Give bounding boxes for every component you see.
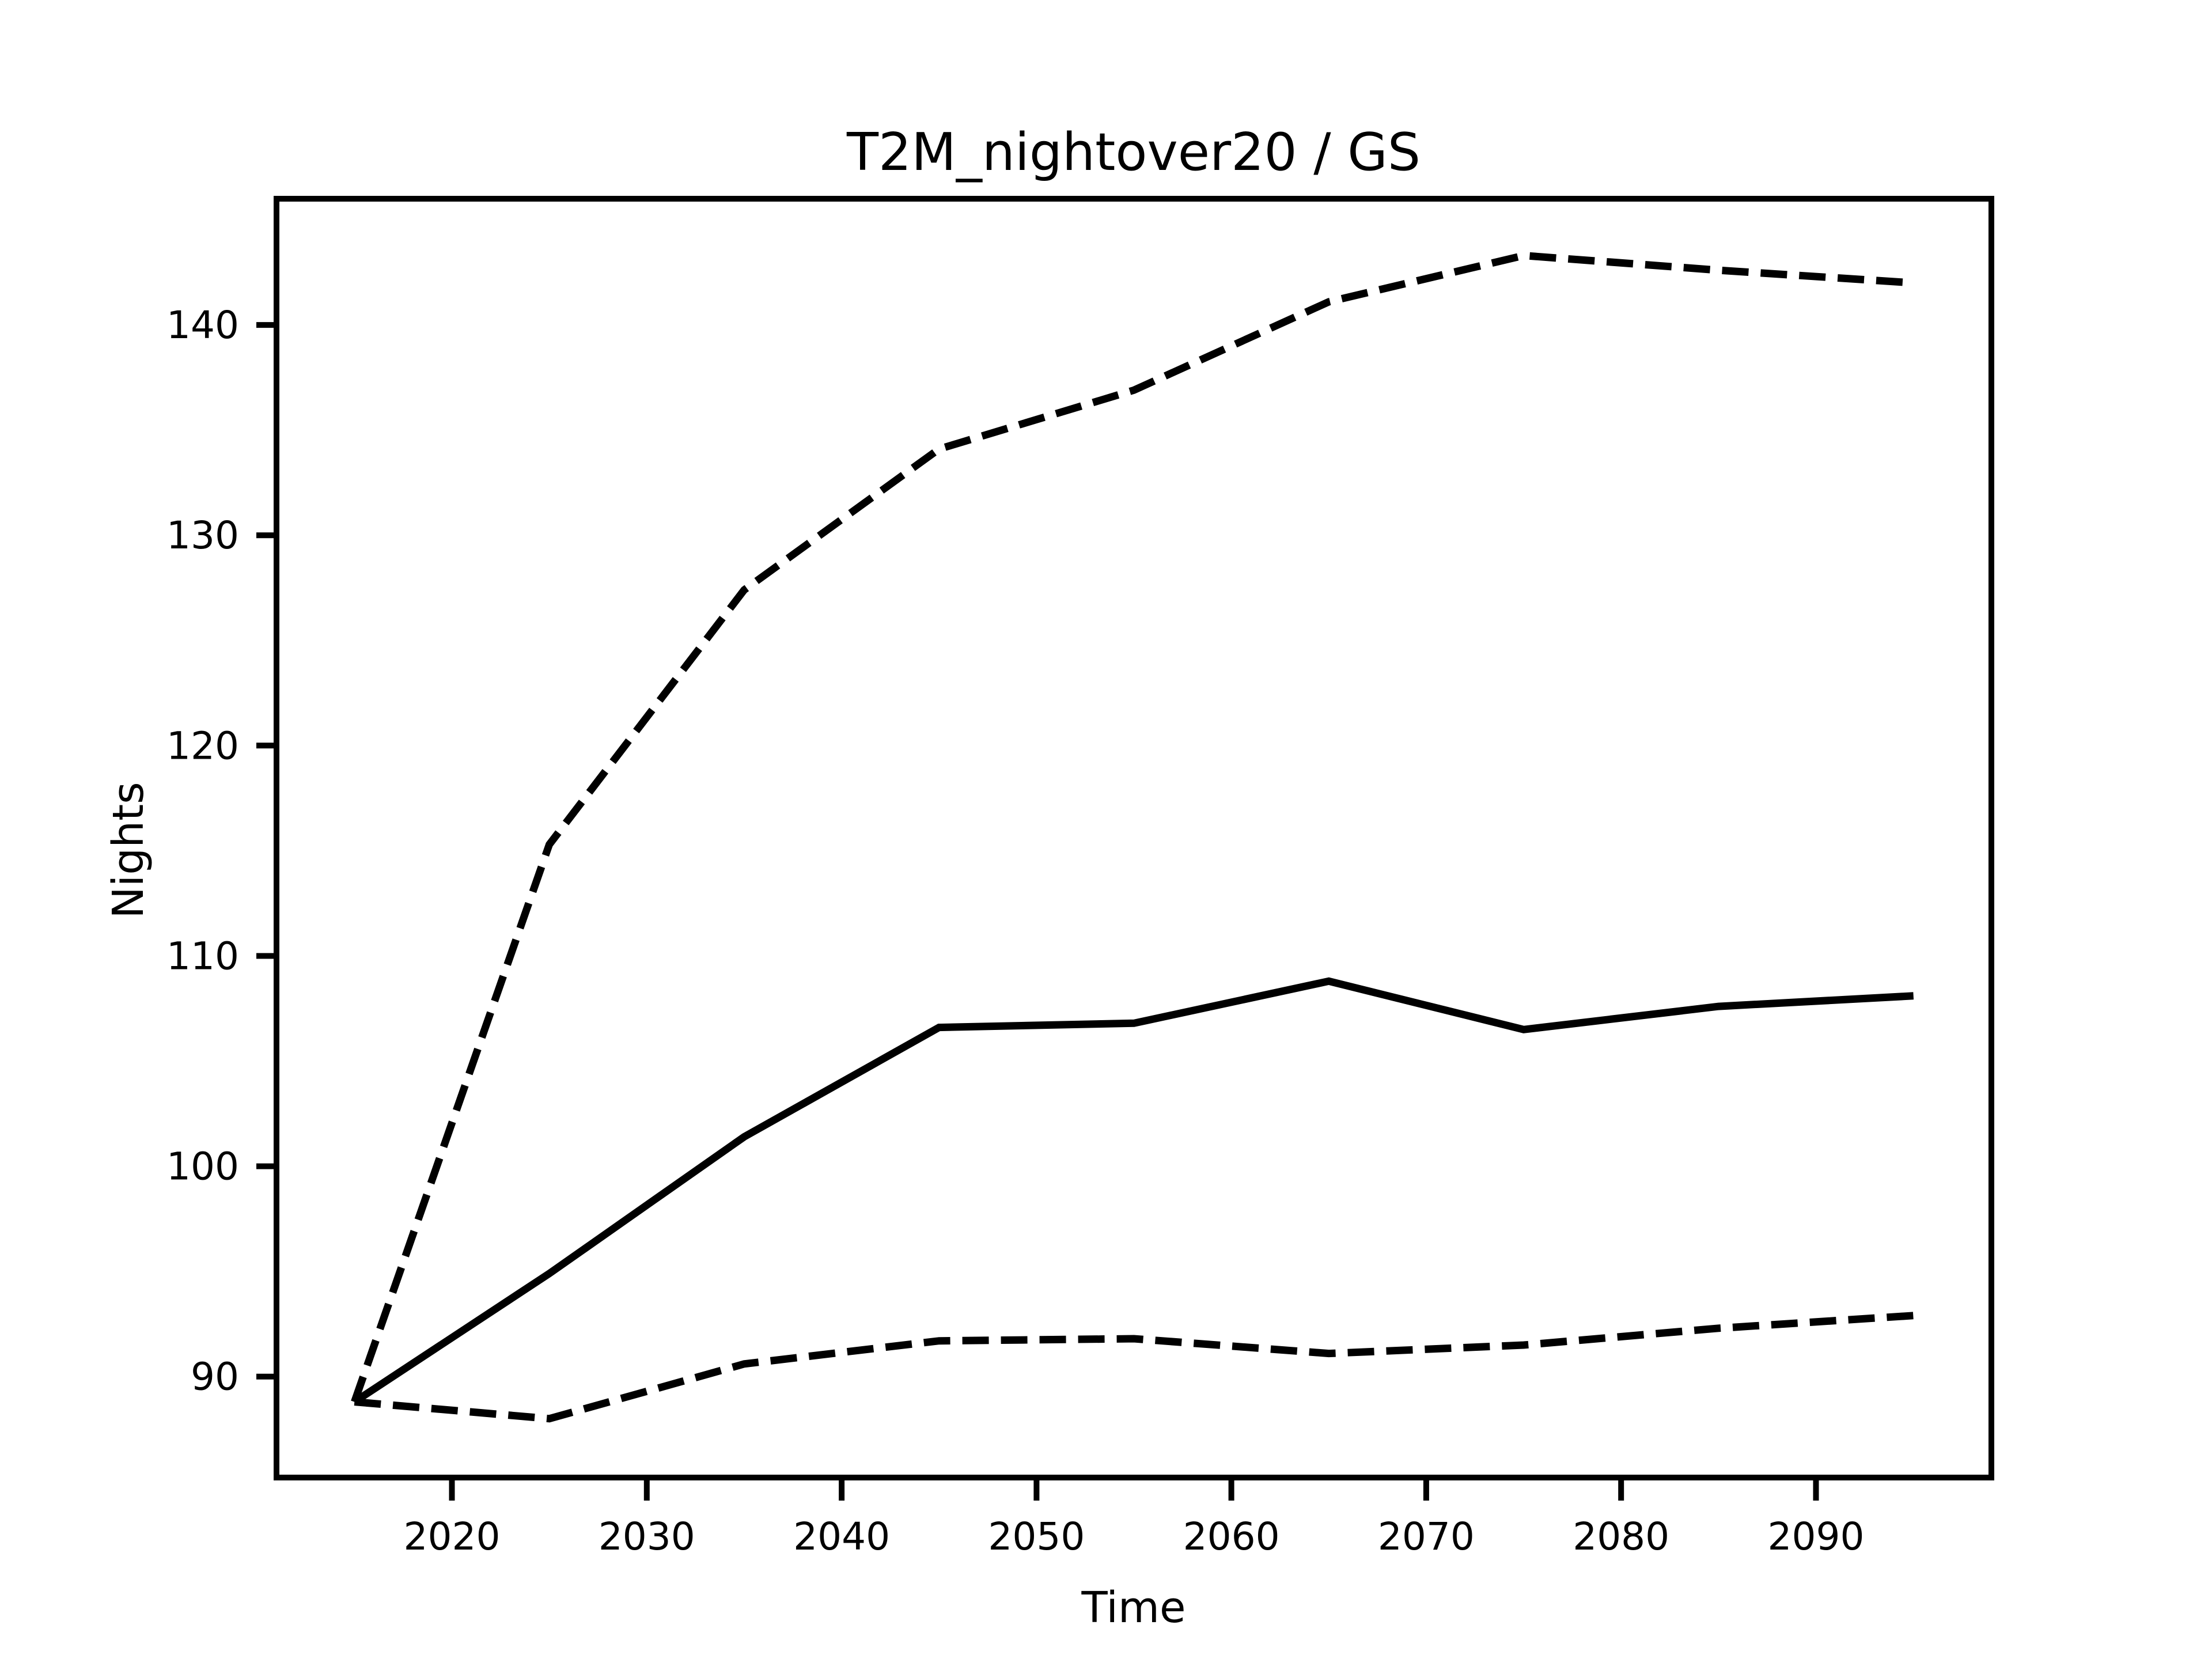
y-tick-label: 140 bbox=[166, 303, 239, 347]
series-lower-bound-line bbox=[354, 1312, 1914, 1423]
x-tick-label: 2050 bbox=[988, 1514, 1085, 1559]
x-tick-label: 2090 bbox=[1768, 1514, 1865, 1559]
y-tick-label: 90 bbox=[191, 1355, 239, 1399]
ticks-group: 2020 2030 2040 2050 2060 2070 2080 2090 90 100 110… bbox=[166, 303, 1864, 1559]
x-tick-label: 2070 bbox=[1378, 1514, 1475, 1559]
x-tick-label: 2040 bbox=[793, 1514, 890, 1559]
chart-title: T2M_nightover20 / GS bbox=[846, 122, 1421, 183]
y-tick-label: 110 bbox=[166, 934, 239, 979]
x-axis-label: Time bbox=[1081, 1583, 1185, 1633]
x-tick-label: 2030 bbox=[599, 1514, 695, 1559]
series-group bbox=[351, 252, 1914, 1423]
series-mean-line bbox=[352, 977, 1914, 1406]
x-tick-label: 2020 bbox=[404, 1514, 501, 1559]
y-axis-label: Nights bbox=[104, 782, 153, 918]
x-tick-label: 2060 bbox=[1183, 1514, 1280, 1559]
y-tick-label: 100 bbox=[166, 1145, 239, 1189]
axes-spines bbox=[274, 196, 1994, 1480]
y-tick-label: 120 bbox=[166, 724, 239, 768]
series-upper-bound-line bbox=[351, 252, 1914, 1403]
y-tick-label: 130 bbox=[166, 513, 239, 558]
x-tick-label: 2080 bbox=[1573, 1514, 1669, 1559]
